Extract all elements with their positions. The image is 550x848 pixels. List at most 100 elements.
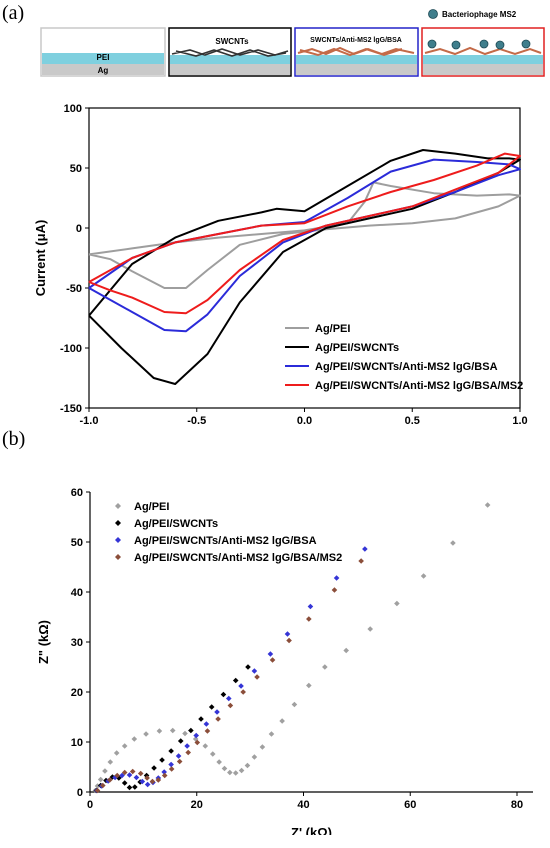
y-tick-label: -150 <box>60 403 82 415</box>
data-point <box>238 683 244 689</box>
data-point <box>306 682 312 689</box>
x-tick-label: 60 <box>404 799 416 811</box>
legend-swatch <box>115 520 121 526</box>
data-point <box>322 664 328 670</box>
data-point <box>343 647 349 654</box>
data-point <box>394 600 400 607</box>
legend-label: Ag/PEI/SWCNTs/Anti-MS2 lgG/BSA/MS2 <box>315 380 523 392</box>
data-point <box>185 749 192 756</box>
legend-swatch <box>115 537 121 543</box>
x-tick-label: 0.5 <box>405 415 420 427</box>
data-point <box>220 691 227 698</box>
data-point <box>198 716 204 722</box>
swcnts-label: SWCNTs <box>215 37 249 46</box>
data-point <box>209 751 216 757</box>
phage-legend-icon <box>428 9 438 19</box>
data-point <box>420 573 427 579</box>
data-point <box>182 730 188 737</box>
data-point <box>251 668 258 674</box>
data-point <box>484 502 491 508</box>
data-point <box>245 664 251 670</box>
x-tick-label: 1.0 <box>512 415 527 427</box>
data-point <box>126 784 133 791</box>
data-point <box>238 767 245 774</box>
data-point <box>144 781 151 788</box>
y-tick-label: 10 <box>71 737 83 749</box>
phage-particle <box>495 40 505 50</box>
schematic-box-pei: PEI Ag <box>40 27 166 77</box>
y-tick-label: 100 <box>64 103 82 115</box>
data-point <box>133 774 140 781</box>
antibody-label: SWCNTs/Anti-MS2 lgG/BSA <box>310 37 402 44</box>
x-tick-label: 40 <box>297 799 309 811</box>
data-point <box>107 759 114 765</box>
data-point <box>121 743 128 749</box>
data-point <box>450 540 456 546</box>
y-tick-label: 0 <box>77 787 83 799</box>
schematic-box-antibody: SWCNTs/Anti-MS2 lgG/BSA <box>294 27 419 77</box>
cv-chart: -1.0-0.50.00.51.0-150-100-50050100Potent… <box>33 103 528 427</box>
y-tick-label: -100 <box>60 343 82 355</box>
legend-swatch <box>115 503 121 509</box>
data-point <box>269 657 276 663</box>
nyquist-chart: 0 20 40 60 80 0 10 20 30 40 50 60 Z' (kΩ) Z" (kΩ) Ag/P… <box>36 487 533 835</box>
data-point <box>188 727 194 734</box>
electrode-schematic: PEI Ag SWCNTs SWCNTs/Anti-MS2 lgG/BSA Ba… <box>40 9 545 77</box>
x-tick-label: 20 <box>191 799 203 811</box>
y-tick-label: 30 <box>71 637 83 649</box>
data-point <box>244 762 251 769</box>
x-tick-label: 0.0 <box>297 415 312 427</box>
schematic-box-swcnts: SWCNTs <box>168 27 292 77</box>
data-point <box>159 757 165 763</box>
data-point <box>177 738 184 744</box>
data-point <box>168 761 174 768</box>
data-point <box>215 716 221 722</box>
data-point <box>291 701 298 708</box>
data-point <box>102 768 108 774</box>
x-axis-title: Z' (kΩ) <box>291 825 332 835</box>
data-point <box>168 766 175 772</box>
x-tick-label: -0.5 <box>187 415 206 427</box>
series-line <box>88 149 521 385</box>
data-point <box>202 743 209 749</box>
y-tick-label: 60 <box>71 487 83 499</box>
data-point <box>358 558 364 564</box>
data-point <box>232 677 239 684</box>
data-point <box>279 718 285 724</box>
series-line <box>88 181 521 289</box>
data-point <box>175 753 182 759</box>
legend-label: Ag/PEI <box>315 323 350 335</box>
swcnt-network <box>171 48 289 57</box>
y-axis-title: Current (μA) <box>33 220 48 297</box>
phage-particle <box>451 40 461 50</box>
panel-b-label: (b) <box>2 428 26 450</box>
data-point <box>143 731 149 737</box>
data-point <box>227 769 233 776</box>
data-point <box>121 780 128 786</box>
y-tick-label: 0 <box>76 223 82 235</box>
y-tick-label: 40 <box>71 587 83 599</box>
data-point <box>216 759 222 765</box>
y-tick-label: 50 <box>71 537 83 549</box>
panel-a-label: (a) <box>2 2 25 24</box>
phage-legend-label: Bacteriophage MS2 <box>442 10 517 19</box>
x-tick-label: 0 <box>87 799 93 811</box>
data-point <box>192 736 199 742</box>
schematic-box-ms2 <box>421 27 545 77</box>
data-point <box>221 765 228 772</box>
phage-particle <box>521 39 531 49</box>
legend-label: Ag/PEI/SWCNTs/Anti-MS2 lgG/BSA/MS2 <box>134 552 342 564</box>
data-point <box>161 772 168 779</box>
data-point <box>333 575 340 581</box>
data-point <box>259 744 266 750</box>
ag-layer-label: Ag <box>98 66 109 75</box>
y-tick-label: -50 <box>66 283 82 295</box>
ms2-base-layer <box>424 46 542 56</box>
data-point <box>144 775 150 781</box>
phage-particle <box>427 39 437 49</box>
data-point <box>362 546 368 552</box>
data-point <box>306 616 312 622</box>
data-point <box>156 728 163 734</box>
data-point <box>184 743 190 749</box>
data-point <box>193 732 200 739</box>
